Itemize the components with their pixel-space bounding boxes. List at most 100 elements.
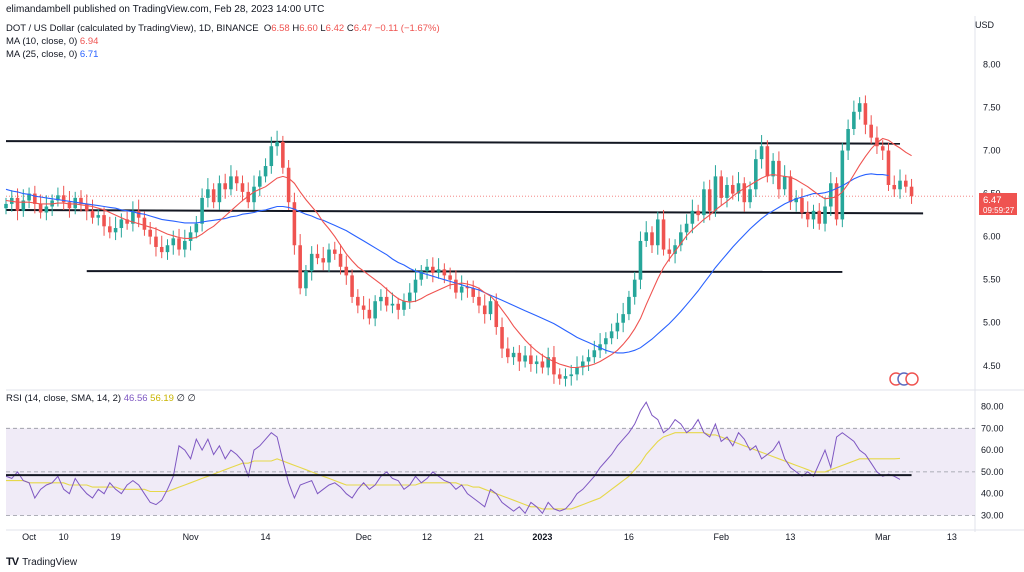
time-tick-label: Mar — [875, 532, 891, 542]
ma10-line — [5, 137, 912, 369]
last-price-value: 6.47 — [983, 195, 1002, 206]
candle-body — [817, 210, 822, 224]
candle-body — [690, 210, 695, 224]
candle-body — [171, 238, 176, 246]
candle-body — [402, 301, 406, 310]
high-value: 6.60 — [299, 23, 318, 34]
symbol-legend: DOT / US Dollar (calculated by TradingVi… — [6, 22, 440, 61]
candle-body — [655, 219, 660, 246]
rsi-sma-line — [6, 432, 901, 510]
rsi-label: RSI (14, close, SMA, 14, 2) — [6, 393, 122, 404]
candle-body — [909, 186, 914, 197]
candle-body — [165, 245, 170, 253]
candle-body — [834, 183, 839, 220]
candle-body — [61, 195, 66, 203]
candle-body — [719, 176, 724, 198]
candle-body — [482, 305, 487, 315]
candle-body — [880, 146, 885, 151]
last-price-bg — [979, 193, 1017, 215]
candle-body — [425, 266, 429, 272]
candle-body — [263, 166, 268, 177]
candle-body — [771, 160, 775, 177]
brand[interactable]: TV TradingView — [6, 556, 77, 568]
rsi-value: 46.56 — [123, 393, 148, 404]
event-badges[interactable] — [889, 372, 919, 386]
candle-body — [748, 189, 752, 203]
candle-body — [373, 301, 377, 319]
candle-body — [252, 186, 256, 203]
event-badge-icon — [905, 372, 919, 386]
candle-body — [125, 219, 129, 224]
time-tick-label: 13 — [947, 532, 957, 542]
candle-body — [136, 210, 141, 218]
candle-body — [84, 203, 89, 211]
candle-body — [650, 232, 654, 246]
candle-body — [471, 288, 475, 297]
candle-body — [546, 357, 550, 368]
candle-body — [811, 210, 816, 220]
candle-body — [765, 146, 770, 177]
candle-body — [621, 314, 625, 323]
candle-body — [500, 327, 504, 349]
candle-body — [315, 253, 320, 259]
candle-body — [529, 355, 533, 365]
candle-body — [413, 279, 418, 293]
candle-body — [73, 197, 78, 209]
time-tick-label: Feb — [713, 532, 729, 542]
candle-body — [298, 245, 302, 289]
time-tick-label: 2023 — [532, 532, 552, 542]
price-tick-label: 4.50 — [983, 361, 1001, 371]
candle-body — [108, 226, 112, 233]
rsi-legend[interactable]: RSI (14, close, SMA, 14, 2) 46.56 56.19 … — [6, 393, 196, 404]
price-tick-label: 5.00 — [983, 318, 1001, 328]
resistance-top-line — [5, 140, 901, 145]
rsi-extra-1: ∅ — [176, 393, 185, 404]
candle-body — [27, 193, 31, 201]
candle-body — [223, 183, 227, 190]
candle-body — [707, 189, 712, 211]
candles-layer — [4, 95, 914, 387]
candle-body — [407, 292, 412, 302]
candle-body — [575, 367, 579, 375]
candle-body — [286, 167, 291, 203]
candle-body — [800, 197, 804, 213]
price-tick-label: 5.50 — [983, 275, 1001, 285]
candle-body — [661, 219, 666, 250]
publish-credit: elimandambell published on TradingView.c… — [6, 4, 325, 15]
candle-body — [886, 150, 891, 185]
candle-body — [684, 223, 689, 233]
candle-body — [846, 129, 850, 151]
candle-body — [119, 219, 124, 229]
candle-body — [552, 357, 556, 375]
candle-body — [702, 189, 706, 216]
close-label: C — [346, 23, 354, 34]
candle-body — [754, 159, 758, 190]
candle-body — [534, 361, 539, 365]
symbol-name[interactable]: DOT / US Dollar (calculated by TradingVi… — [6, 23, 259, 34]
candle-body — [644, 232, 649, 241]
low-label: L — [320, 23, 326, 34]
candle-body — [494, 301, 499, 328]
open-label: O — [263, 23, 272, 34]
ma25-row[interactable]: MA (25, close, 0) 6.71 — [6, 48, 440, 61]
moving-average-layer — [5, 137, 912, 369]
candle-body — [569, 374, 574, 377]
candle-body — [431, 266, 435, 273]
candle-body — [200, 197, 204, 224]
candle-body — [488, 301, 493, 315]
open-value: 6.58 — [271, 23, 290, 34]
rsi-extra-2: ∅ — [187, 393, 196, 404]
change-value: −0.11 (−1.67%) — [374, 23, 440, 34]
candle-body — [805, 212, 810, 220]
countdown-value: 09:59:27 — [983, 206, 1015, 215]
ma10-row[interactable]: MA (10, close, 0) 6.94 — [6, 35, 440, 48]
candle-body — [229, 176, 233, 190]
candle-body — [586, 357, 591, 362]
candle-body — [21, 200, 26, 211]
candle-body — [863, 103, 868, 125]
candle-body — [246, 191, 251, 203]
candle-body — [240, 183, 245, 192]
time-tick-label: 19 — [111, 532, 121, 542]
candle-body — [869, 124, 873, 138]
